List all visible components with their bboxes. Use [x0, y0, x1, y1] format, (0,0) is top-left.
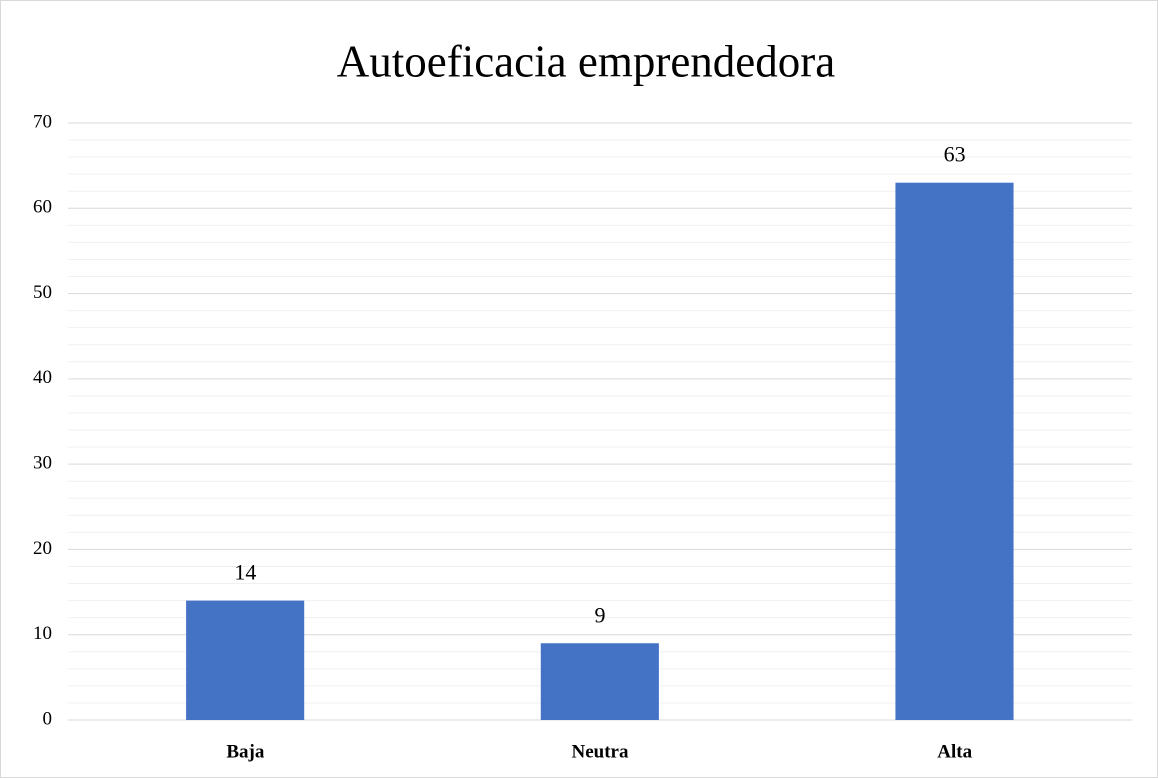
bar	[540, 643, 659, 720]
y-tick-label: 70	[33, 111, 52, 132]
x-tick-label: Baja	[226, 741, 265, 762]
chart-title: Autoeficacia emprendedora	[337, 36, 835, 86]
data-label: 9	[595, 602, 606, 627]
y-tick-label: 20	[33, 538, 52, 559]
y-tick-label: 0	[43, 708, 53, 729]
x-tick-label: Neutra	[572, 741, 629, 762]
y-tick-label: 30	[33, 453, 52, 474]
data-label: 63	[944, 142, 966, 167]
x-tick-label: Alta	[937, 741, 972, 762]
bar	[186, 600, 305, 720]
y-tick-label: 40	[33, 367, 52, 388]
y-tick-label: 50	[33, 282, 52, 303]
y-tick-label: 60	[33, 197, 52, 218]
bar	[895, 182, 1014, 720]
y-tick-label: 10	[33, 623, 52, 644]
data-label: 14	[234, 560, 256, 585]
